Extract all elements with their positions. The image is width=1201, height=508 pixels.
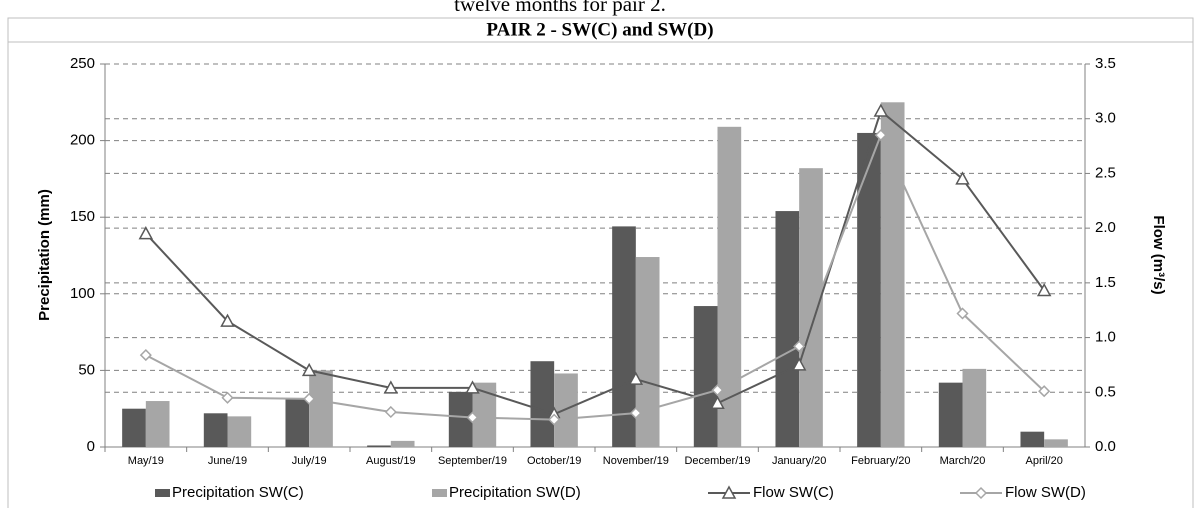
bar: [145, 401, 170, 447]
flow-marker: [383, 380, 399, 394]
x-tick-label: February/20: [851, 455, 910, 467]
x-tick-label: December/19: [684, 455, 750, 467]
flow-marker: [301, 362, 317, 377]
bar: [635, 257, 660, 447]
bar: [1044, 439, 1068, 447]
caption: twelve months for pair 2.: [454, 0, 666, 16]
flow-marker: [139, 349, 152, 362]
legend-swatch: [155, 489, 170, 497]
bar: [612, 226, 636, 447]
bar: [309, 370, 333, 447]
y-tick-label: 50: [78, 361, 95, 378]
flow-line: [145, 109, 1045, 416]
y-tick-label: 0: [87, 438, 95, 455]
flow-marker: [629, 407, 642, 420]
bar: [717, 126, 742, 447]
y2-tick-label: 0.5: [1095, 383, 1116, 400]
header-band: [7, 17, 1194, 43]
flow-marker: [873, 103, 889, 117]
flow-marker: [466, 411, 479, 424]
bar: [554, 373, 578, 447]
legend-label: Precipitation SW(D): [449, 484, 581, 501]
y2-tick-label: 1.0: [1095, 329, 1116, 346]
flow-marker: [384, 405, 397, 419]
bar: [227, 416, 252, 447]
bar: [448, 391, 473, 447]
y2-tick-label: 3.0: [1095, 110, 1116, 127]
y2-tick-label: 1.5: [1095, 274, 1116, 291]
y2-tick-label: 0.0: [1095, 438, 1116, 455]
bar: [938, 382, 963, 447]
flow-marker: [791, 357, 807, 371]
bar: [203, 413, 228, 447]
bar: [962, 368, 987, 447]
x-tick-label: October/19: [527, 455, 581, 467]
bar: [367, 445, 391, 447]
legend-marker: [721, 485, 737, 499]
x-tick-label: August/19: [366, 455, 416, 467]
flow-marker: [303, 392, 316, 405]
x-tick-label: May/19: [128, 455, 164, 467]
bar: [390, 440, 415, 447]
flow-marker: [548, 413, 561, 426]
bar: [775, 211, 800, 447]
bar: [693, 306, 718, 447]
y-tick-label: 100: [70, 285, 95, 302]
flow-marker: [956, 307, 969, 320]
x-tick-label: April/20: [1026, 455, 1063, 467]
legend-marker: [974, 486, 988, 500]
bar: [880, 102, 905, 448]
flow-marker: [1036, 282, 1052, 297]
y2-tick-label: 2.5: [1095, 164, 1116, 181]
flow-marker: [793, 340, 806, 353]
y2-axis-label: Flow (m³/s): [1150, 215, 1167, 294]
y-axis-label: Precipitation (mm): [36, 189, 53, 321]
bar: [122, 408, 146, 447]
flow-marker: [465, 380, 480, 394]
x-tick-label: November/19: [603, 455, 669, 467]
bar: [1020, 431, 1045, 447]
x-tick-label: September/19: [438, 455, 507, 467]
bar: [472, 382, 497, 447]
flow-marker: [710, 395, 725, 409]
flow-marker: [221, 391, 234, 404]
chart-title: PAIR 2 - SW(C) and SW(D): [486, 19, 713, 40]
y2-tick-label: 2.0: [1095, 219, 1116, 236]
legend-swatch: [432, 489, 447, 497]
x-tick-label: July/19: [292, 455, 327, 467]
flow-marker: [628, 371, 644, 385]
flow-marker: [955, 171, 970, 185]
flow-line: [145, 132, 1045, 421]
y2-tick-label: 3.5: [1095, 55, 1116, 72]
x-tick-label: January/20: [772, 455, 826, 467]
bar: [857, 132, 881, 447]
x-tick-label: June/19: [208, 455, 247, 467]
legend-label: Precipitation SW(C): [172, 484, 304, 501]
y-tick-label: 150: [70, 208, 95, 225]
bar: [530, 361, 555, 447]
y-tick-label: 200: [70, 132, 95, 149]
legend-label: Flow SW(D): [1005, 484, 1086, 501]
flow-marker: [1038, 385, 1051, 398]
flow-marker: [138, 226, 154, 240]
y-tick-label: 250: [70, 55, 95, 72]
flow-marker: [220, 313, 235, 327]
bar: [799, 168, 823, 447]
flow-marker: [711, 384, 724, 397]
flow-marker: [874, 129, 887, 142]
bar: [285, 397, 310, 447]
legend-label: Flow SW(C): [753, 484, 834, 501]
x-tick-label: March/20: [940, 455, 986, 467]
